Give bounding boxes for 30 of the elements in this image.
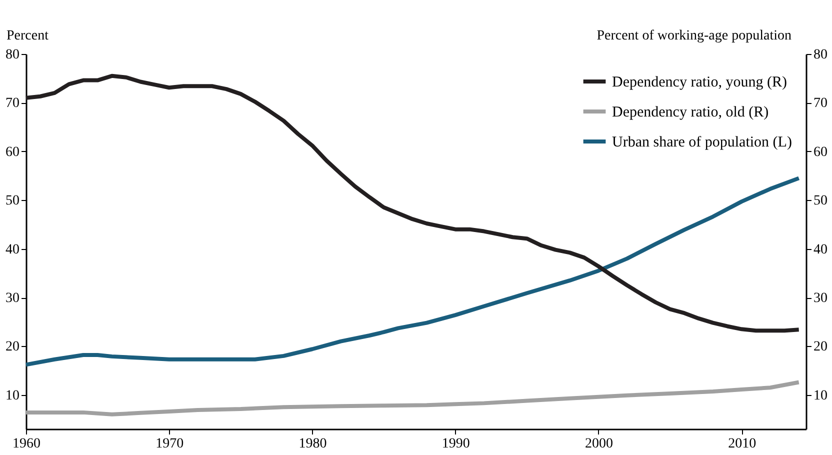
y2-tick-label: 10 xyxy=(814,388,828,404)
line-series xyxy=(24,380,801,416)
legend-label: Dependency ratio, old (R) xyxy=(612,104,769,120)
y-tick-label: 70 xyxy=(6,96,20,112)
y2-tick-label: 20 xyxy=(814,340,828,355)
x-tick-label: 2000 xyxy=(584,436,613,452)
y-tick-label: 80 xyxy=(6,48,20,62)
x-tick-label: 1960 xyxy=(12,436,40,452)
y-tick-label: 40 xyxy=(6,242,20,258)
y-axis-title: Percent xyxy=(6,28,49,44)
legend-label: Dependency ratio, young (R) xyxy=(612,74,787,90)
legend-label: Urban share of population (L) xyxy=(612,134,792,150)
line-series xyxy=(24,74,801,333)
y2-tick-label: 60 xyxy=(814,144,828,160)
x-tick-label: 2010 xyxy=(728,436,756,452)
y-tick-label: 10 xyxy=(6,388,20,404)
x-tick-label: 1990 xyxy=(442,436,470,452)
y2-tick-label: 40 xyxy=(814,242,828,258)
line-series xyxy=(24,176,801,367)
y2-tick-label: 50 xyxy=(814,194,828,209)
y-tick-label: 50 xyxy=(6,194,20,209)
x-tick-label: 1980 xyxy=(298,436,327,452)
y-tick-label: 60 xyxy=(6,144,20,160)
y2-tick-label: 70 xyxy=(814,96,828,112)
y-tick-label: 20 xyxy=(6,340,20,355)
y-tick-label: 30 xyxy=(6,291,20,306)
x-tick-label: 1970 xyxy=(156,436,184,452)
y2-axis-title: Percent of working-age population xyxy=(596,28,792,44)
y2-tick-label: 30 xyxy=(814,291,828,306)
y2-tick-label: 80 xyxy=(814,48,828,62)
